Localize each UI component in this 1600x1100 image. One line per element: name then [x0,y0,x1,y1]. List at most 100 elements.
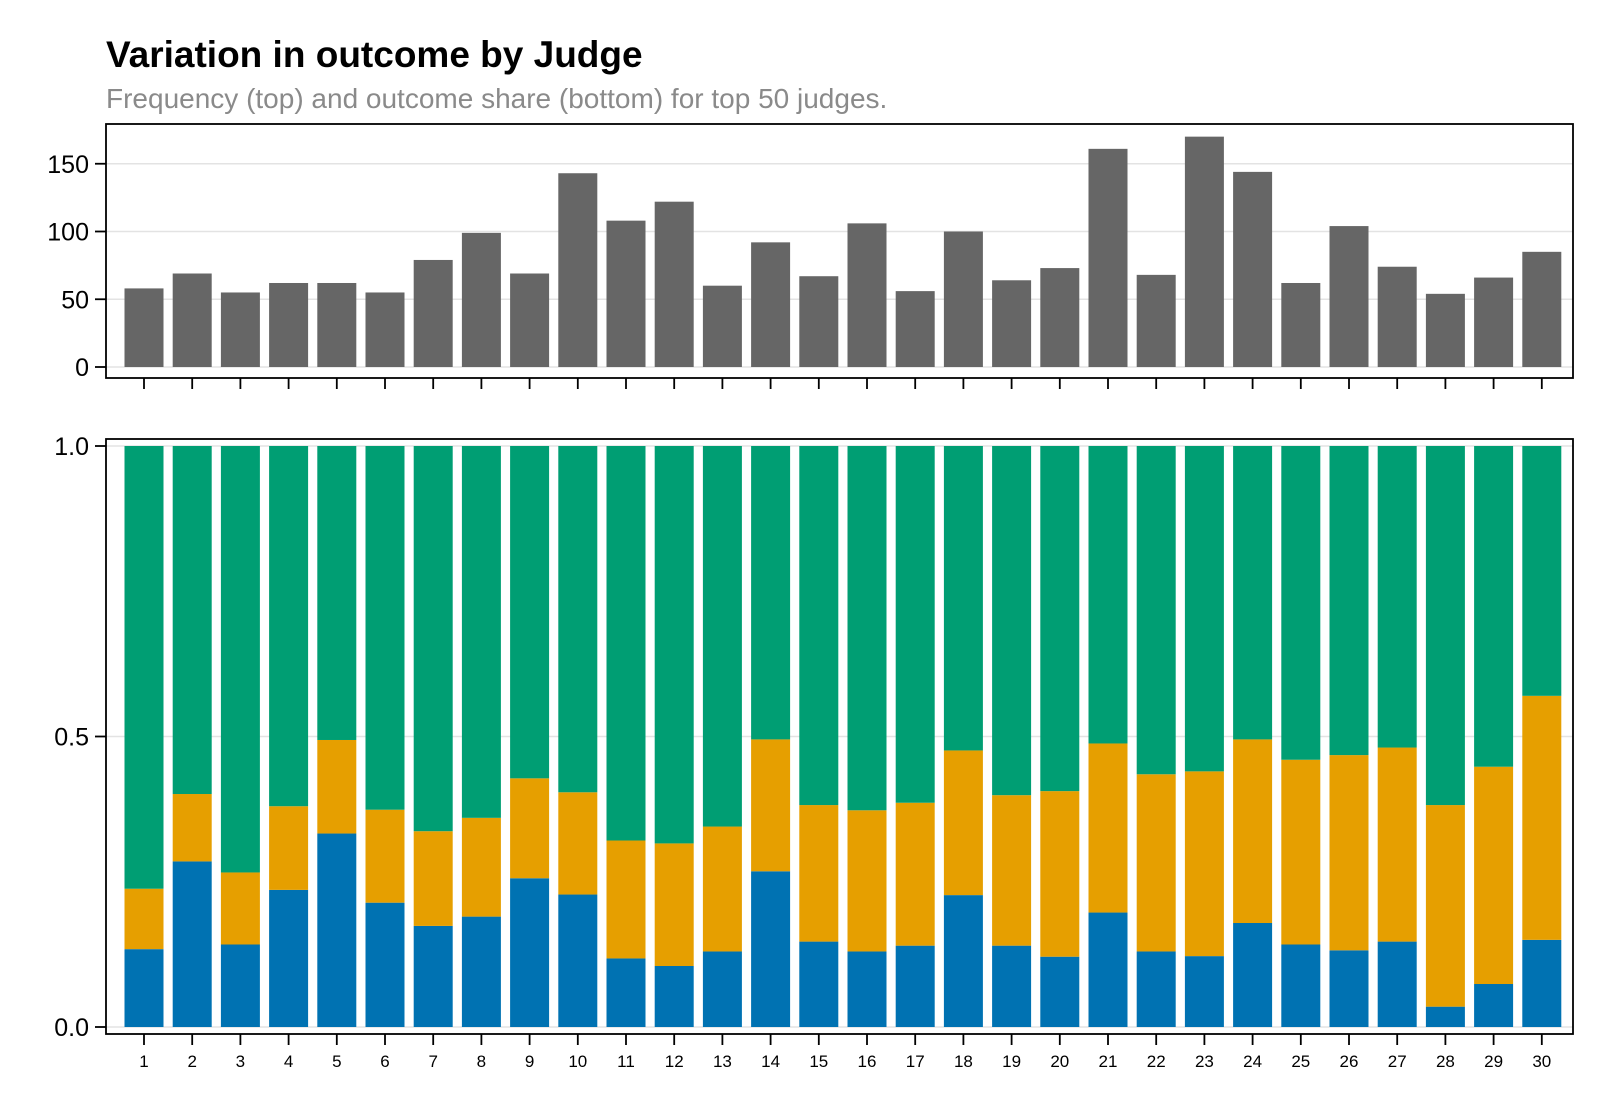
x-category-label-16: 16 [858,1052,877,1071]
outcome-b-segment-10 [558,792,598,895]
x-category-label-6: 6 [380,1052,389,1071]
x-category-label-1: 1 [139,1052,148,1071]
outcome-c-segment-23 [1184,446,1224,772]
top-y-tick-label: 0 [75,354,89,382]
top-y-tick-label: 150 [47,151,89,179]
outcome-c-segment-21 [1088,446,1128,744]
outcome-a-segment-12 [654,965,694,1027]
frequency-bar-1 [124,288,164,367]
outcome-a-segment-5 [317,833,357,1027]
outcome-c-segment-8 [461,446,501,818]
outcome-b-segment-19 [992,795,1032,946]
outcome-a-segment-30 [1522,939,1562,1027]
outcome-b-segment-3 [220,872,260,945]
frequency-bar-7 [413,259,453,367]
frequency-bar-30 [1522,251,1562,367]
outcome-a-segment-24 [1233,923,1273,1027]
outcome-a-segment-23 [1184,956,1224,1027]
outcome-b-segment-6 [365,809,405,903]
outcome-c-segment-24 [1233,446,1273,740]
frequency-bar-22 [1136,274,1176,367]
outcome-a-segment-6 [365,902,405,1027]
outcome-b-segment-29 [1474,766,1514,985]
x-category-label-11: 11 [617,1052,635,1071]
frequency-bar-28 [1425,293,1465,367]
x-category-label-12: 12 [665,1052,684,1071]
frequency-bar-15 [799,276,839,367]
frequency-bar-2 [172,273,212,367]
x-category-label-19: 19 [1002,1052,1021,1071]
outcome-b-segment-16 [847,810,887,952]
outcome-a-segment-1 [124,949,164,1027]
outcome-c-segment-30 [1522,446,1562,696]
outcome-c-segment-12 [654,446,694,844]
frequency-bar-21 [1088,148,1128,367]
outcome-c-segment-5 [317,446,357,740]
x-category-label-2: 2 [187,1052,196,1071]
outcome-b-segment-26 [1329,755,1369,951]
outcome-b-segment-27 [1377,747,1417,942]
frequency-bar-27 [1377,266,1417,367]
x-category-label-7: 7 [428,1052,437,1071]
frequency-bar-5 [317,282,357,367]
frequency-bar-8 [461,232,501,367]
outcome-b-segment-28 [1425,805,1465,1007]
x-category-label-17: 17 [906,1052,925,1071]
outcome-a-segment-11 [606,958,646,1027]
x-category-label-26: 26 [1340,1052,1359,1071]
frequency-bar-23 [1184,136,1224,367]
x-category-label-21: 21 [1099,1052,1118,1071]
outcome-b-segment-21 [1088,743,1128,913]
x-category-label-15: 15 [809,1052,828,1071]
outcome-a-segment-4 [269,889,309,1027]
frequency-bar-3 [220,292,260,367]
frequency-bar-29 [1474,277,1514,367]
outcome-a-segment-21 [1088,912,1128,1027]
frequency-bar-24 [1233,171,1273,367]
outcome-b-segment-4 [269,806,309,890]
x-category-label-10: 10 [568,1052,587,1071]
outcome-a-segment-3 [220,944,260,1027]
outcome-c-segment-1 [124,446,164,889]
x-category-label-8: 8 [477,1052,486,1071]
frequency-bar-14 [751,242,791,367]
chart-subtitle: Frequency (top) and outcome share (botto… [106,83,888,114]
outcome-c-segment-19 [992,446,1032,796]
frequency-bar-25 [1281,282,1321,367]
frequency-bar-26 [1329,226,1369,367]
outcome-a-segment-26 [1329,950,1369,1027]
outcome-a-segment-8 [461,916,501,1027]
outcome-c-segment-14 [751,446,791,740]
outcome-c-segment-18 [943,446,983,751]
outcome-a-segment-27 [1377,941,1417,1027]
bottom-y-tick-label: 0.0 [54,1014,89,1042]
outcome-b-segment-14 [751,739,791,872]
frequency-panel: 0 50 100 150 [47,123,1574,389]
outcome-a-segment-15 [799,941,839,1027]
frequency-bar-12 [654,201,694,367]
outcome-c-segment-28 [1425,446,1465,806]
outcome-b-segment-15 [799,805,839,942]
outcome-b-segment-8 [461,817,501,917]
x-category-label-27: 27 [1388,1052,1407,1071]
outcome-b-segment-5 [317,739,357,834]
outcome-b-segment-22 [1136,774,1176,952]
x-category-label-13: 13 [713,1052,732,1071]
outcome-c-segment-9 [510,446,550,779]
outcome-c-segment-2 [172,446,212,795]
x-category-label-18: 18 [954,1052,973,1071]
frequency-bar-20 [1040,268,1080,367]
outcome-a-segment-16 [847,951,887,1027]
outcome-a-segment-9 [510,878,550,1027]
frequency-bar-19 [992,280,1032,367]
outcome-b-segment-2 [172,794,212,862]
outcome-b-segment-20 [1040,791,1080,957]
x-category-label-3: 3 [236,1052,245,1071]
outcome-c-segment-16 [847,446,887,811]
outcome-c-segment-3 [220,446,260,873]
frequency-bar-4 [269,282,309,367]
outcome-a-segment-17 [895,945,935,1027]
outcome-b-segment-9 [510,778,550,879]
outcome-a-segment-2 [172,861,212,1027]
